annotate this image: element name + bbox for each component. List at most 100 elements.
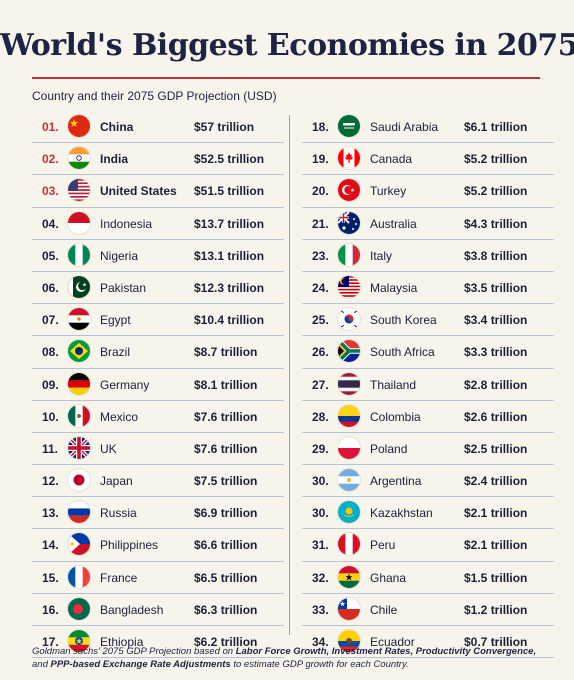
ranking-row: 03. United States $51.5 trillion [32,175,284,208]
rank-number: 12. [42,474,59,489]
ranking-column-right: 18. Saudi Arabia $6.1 trillion 19. Canada $5.… [302,111,554,659]
brazil-flag-icon [68,340,90,363]
india-flag-icon [68,147,90,170]
rank-number: 07. [42,313,59,328]
ranking-row: 27. Thailand $2.8 trillion [302,369,554,401]
russia-flag-icon [68,501,90,524]
rank-number: 15. [42,570,59,585]
country-name: Kazakhstan [370,506,433,521]
ranking-row: 11. UK $7.6 trillion [32,433,284,466]
country-name: Ecuador [370,635,415,649]
country-name: France [100,570,138,585]
rank-number: 04. [42,216,59,231]
rank-number: 31. [312,538,329,553]
australia-flag-icon [338,211,360,234]
rank-number: 02. [42,152,59,167]
rank-number: 16. [42,602,59,617]
gdp-value: $1.2 trillion [464,602,528,617]
gdp-value: $13.7 trillion [194,216,265,231]
pakistan-flag-icon [68,275,90,298]
country-name: Ethiopia [100,635,144,649]
rank-number: 09. [42,377,59,392]
country-name: Indonesia [100,216,153,231]
ranking-row: 13. Russia $6.9 trillion [32,497,284,530]
germany-flag-icon [68,372,90,395]
rank-number: 10. [42,409,59,424]
country-name: Brazil [100,345,131,360]
rank-number: 34. [312,635,329,649]
ranking-row: 14. Philippines $6.6 trillion [32,529,284,562]
ranking-row: 05. Nigeria $13.1 trillion [32,240,284,272]
ranking-row: 08. Brazil $8.7 trillion [32,336,284,369]
gdp-value: $5.2 trillion [464,184,528,199]
gdp-value: $51.5 trillion [194,184,265,199]
ranking-row: 34. Ecuador $0.7 trillion [302,626,554,659]
country-name: China [100,120,134,134]
thailand-flag-icon [338,372,360,395]
gdp-value: $6.9 trillion [194,506,258,521]
country-name: Colombia [370,409,421,424]
rank-number: 11. [42,441,59,456]
country-name: South Africa [370,345,435,360]
country-name: Egypt [100,313,131,328]
peru-flag-icon [338,533,360,556]
rank-number: 18. [312,120,329,134]
ranking-row: 28. Colombia $2.6 trillion [302,401,554,433]
rank-number: 20. [312,184,329,199]
gdp-value: $12.3 trillion [194,280,265,295]
ranking-row: 30. Kazakhstan $2.1 trillion [302,497,554,530]
saudi-arabia-flag-icon [338,115,360,137]
ranking-row: 24. Malaysia $3.5 trillion [302,272,554,305]
gdp-value: $7.6 trillion [194,441,258,456]
gdp-value: $57 trillion [194,120,255,134]
ethiopia-flag-icon [68,630,90,652]
turkey-flag-icon [338,179,360,202]
country-name: Mexico [100,409,139,424]
ranking-row: 04. Indonesia $13.7 trillion [32,208,284,240]
ranking-row: 10. Mexico $7.6 trillion [32,401,284,433]
gdp-value: $0.7 trillion [464,635,528,649]
ranking-row: 15. France $6.5 trillion [32,562,284,594]
rank-number: 19. [312,152,329,167]
gdp-value: $7.5 trillion [194,474,258,489]
japan-flag-icon [68,469,90,492]
ranking-row: 33. Chile $1.2 trillion [302,594,554,626]
gdp-value: $5.2 trillion [464,152,528,167]
gdp-value: $10.4 trillion [194,313,265,328]
ranking-row: 25. South Korea $3.4 trillion [302,304,554,337]
kazakhstan-flag-icon [338,501,360,524]
country-name: UK [100,441,117,456]
rank-number: 33. [312,602,329,617]
rank-number: 03. [42,184,59,199]
colombia-flag-icon [338,404,360,427]
france-flag-icon [68,565,90,588]
gdp-value: $3.4 trillion [464,313,528,328]
ranking-column-left: 01. China $57 trillion 02. India $52.5 trilli… [32,111,284,659]
rank-number: 14. [42,538,59,553]
country-name: Poland [370,441,408,456]
country-name: Ghana [370,570,407,585]
nigeria-flag-icon [68,243,90,266]
country-name: South Korea [370,313,437,328]
ranking-row: 16. Bangladesh $6.3 trillion [32,594,284,626]
country-name: United States [100,184,177,199]
ranking-row: 31. Peru $2.1 trillion [302,529,554,562]
source-footnote: Goldman sachs' 2075 GDP Projection based… [32,646,537,670]
mexico-flag-icon [68,404,90,427]
rank-number: 30. [312,506,329,521]
gdp-value: $2.8 trillion [464,377,528,392]
poland-flag-icon [338,436,360,459]
country-name: Australia [370,216,417,231]
ranking-row: 19. Canada $5.2 trillion [302,143,554,176]
gdp-value: $13.1 trillion [194,248,265,263]
gdp-value: $7.6 trillion [194,409,258,424]
chile-flag-icon [338,597,360,620]
gdp-value: $3.8 trillion [464,248,528,263]
country-name: Germany [100,377,150,392]
country-name: Canada [370,152,413,167]
rank-number: 26. [312,345,329,360]
country-name: Pakistan [100,280,147,295]
ranking-row: 29. Poland $2.5 trillion [302,433,554,466]
ranking-row: 02. India $52.5 trillion [32,143,284,176]
rank-number: 01. [42,120,59,134]
